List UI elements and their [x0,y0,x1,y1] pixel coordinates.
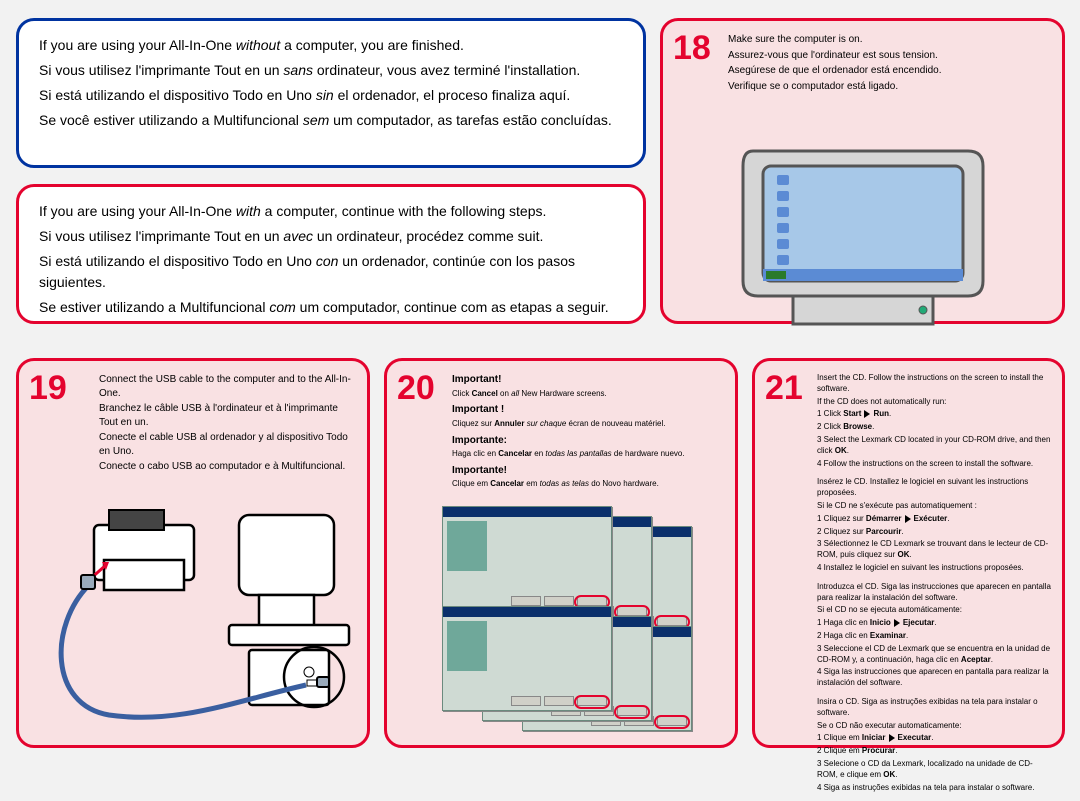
en-post: a computer, you are finished. [280,37,464,53]
step-18-number: 18 [673,31,711,65]
arrow-icon [905,515,911,523]
step-20-text: Important! Click Cancel on all New Hardw… [452,373,723,492]
step-21-text: Insert the CD. Follow the instructions o… [817,373,1052,801]
panel-without-text: If you are using your All-In-One without… [39,35,623,135]
step-21-fr: Insérez le CD. Installez le logiciel en … [817,477,1052,573]
step-21-en: Insert the CD. Follow the instructions o… [817,373,1052,469]
fr-post: ordinateur, vous avez terminé l'installa… [313,62,580,78]
fr-ital: sans [283,62,313,78]
arrow-icon [889,734,895,742]
en-pre: If you are using your All-In-One [39,37,236,53]
step-21-es: Introduzca el CD. Siga las instrucciones… [817,582,1052,689]
wizard-stack-2 [442,646,702,771]
pt-pre: Se você estiver utilizando a Multifuncio… [39,112,303,128]
step-20-panel: 20 Important! Click Cancel on all New Ha… [384,358,738,748]
en-ital: without [236,37,280,53]
panel-with-computer: If you are using your All-In-One with a … [16,184,646,324]
pt-post: um computador, as tarefas estão concluíd… [329,112,612,128]
arrow-icon [864,410,870,418]
step-21-panel: 21 Insert the CD. Follow the instruction… [752,358,1065,748]
crt-monitor-icon [733,141,993,334]
panel-with-text: If you are using your All-In-One with a … [39,201,623,322]
fr-pre: Si vous utilisez l'imprimante Tout en un [39,62,283,78]
step-18-text: Make sure the computer is on. Assurez-vo… [728,33,1050,95]
step-19-number: 19 [29,371,67,405]
step-18-panel: 18 Make sure the computer is on. Assurez… [660,18,1065,324]
step-21-pt: Insira o CD. Siga as instruções exibidas… [817,697,1052,793]
arrow-icon [894,619,900,627]
usb-connection-icon [39,505,359,725]
pt-ital: sem [303,112,329,128]
step-20-number: 20 [397,371,435,405]
step-19-panel: 19 Connect the USB cable to the computer… [16,358,370,748]
es-pre: Si está utilizando el dispositivo Todo e… [39,87,316,103]
step-19-text: Connect the USB cable to the computer an… [99,373,355,476]
es-post: el ordenador, el proceso finaliza aquí. [334,87,571,103]
instruction-page: If you are using your All-In-One without… [0,0,1080,763]
step-21-number: 21 [765,371,803,405]
es-ital: sin [316,87,334,103]
panel-without-computer: If you are using your All-In-One without… [16,18,646,168]
